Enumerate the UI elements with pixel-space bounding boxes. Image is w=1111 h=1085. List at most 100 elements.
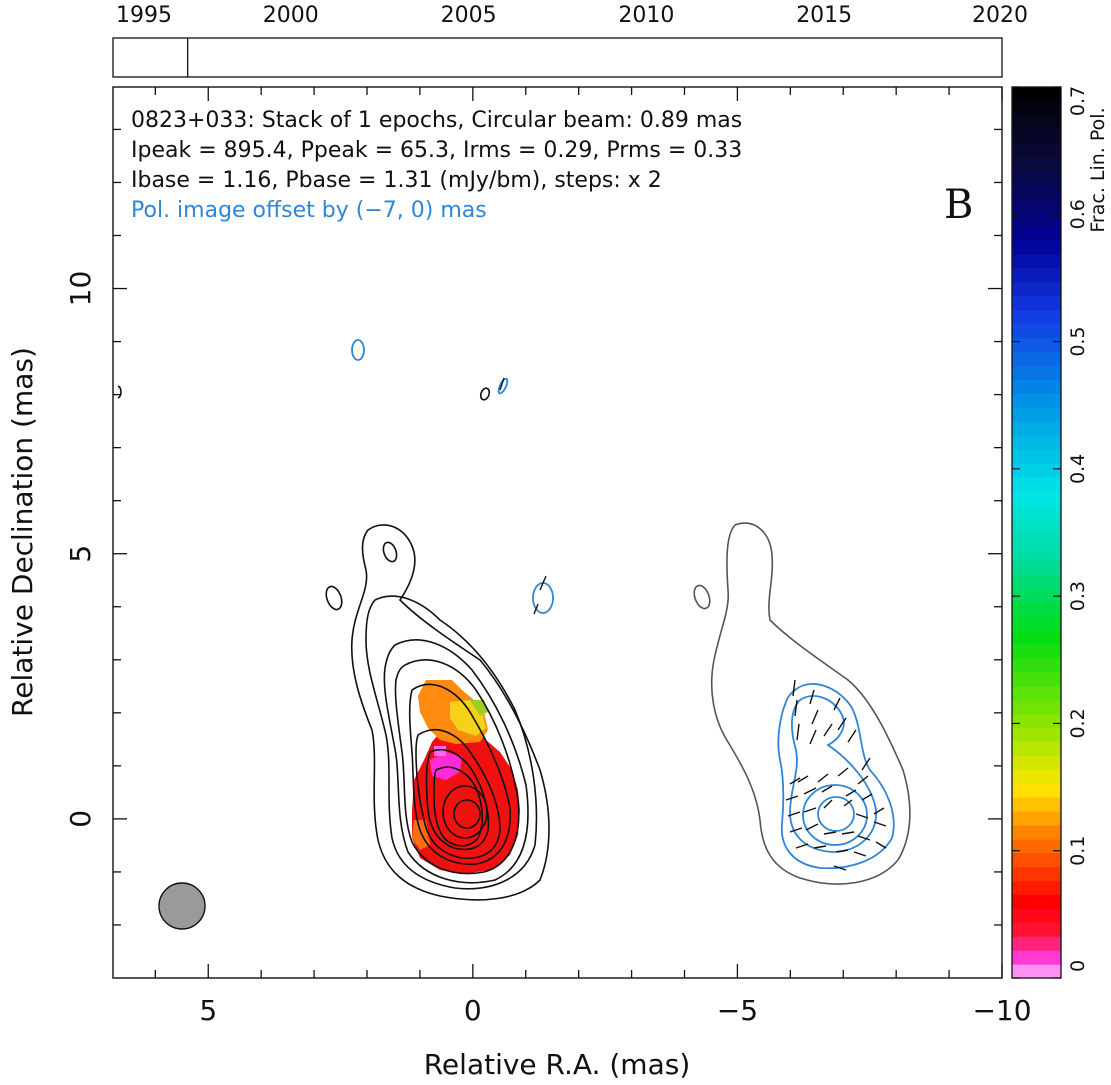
timeline-tick-label: 2015 [796,3,852,28]
colorbar-band [1012,490,1061,506]
grey-contour-island [693,584,711,610]
plot-area [117,339,911,930]
evpa-vector [873,807,885,815]
ti-contour-2 [365,595,538,890]
colorbar-band [1012,657,1061,673]
colorbar-band [1012,337,1061,353]
colorbar-band [1012,922,1061,937]
colorbar-band [1012,964,1061,979]
ti-contour-4 [394,659,520,875]
timeline-tick-label: 2010 [618,3,674,28]
colorbar-band [1012,295,1061,311]
evpa-vector [792,679,796,697]
colorbar-band [1012,755,1061,770]
y-tick-label: 5 [64,545,97,563]
ti-contour-8 [433,766,484,847]
evpa-vector [809,689,815,705]
colorbar-band [1012,866,1061,882]
x-tick-label: 5 [199,994,217,1027]
colorbar-band [1012,546,1061,561]
annotation-line-1: 0823+033: Stack of 1 epochs, Circular be… [131,108,742,133]
colorbar-band [1012,602,1061,617]
colorbar-band [1012,560,1061,575]
colorbar-band [1012,950,1061,965]
colorbar-band [1012,810,1061,826]
timeline-ticks: 1995 2000 2005 2010 2015 2020 [116,3,1028,28]
x-tick-label: −10 [972,994,1031,1027]
annotation-line-3: Ibase = 1.16, Pbase = 1.31 (mJy/bm), ste… [131,168,662,193]
colorbar-band [1012,128,1061,144]
evpa-vector [539,575,547,591]
offset-intensity-contour [693,522,911,885]
colorbar-title: Frac. Lin. Pol. [1087,107,1109,232]
pol-island-small [497,377,509,395]
colorbar-band [1012,629,1061,645]
evpa-vector [833,697,841,711]
pol-contour-4 [817,796,855,832]
ti-knot-north [382,541,398,563]
evpa-vector [857,835,871,841]
x-tick-label: 0 [464,994,482,1027]
evpa-vector [847,729,857,743]
x-tick-label: −5 [717,994,758,1027]
colorbar-band [1012,643,1061,659]
evpa-vector [853,851,867,857]
evpa-vector [803,787,817,795]
timeline-frame [112,37,1003,78]
ti-contour-1 [350,524,550,901]
evpa-vector [857,775,869,785]
evpa-vector [841,831,855,835]
evpa-vector [823,723,833,737]
evpa-vector [796,723,800,741]
colorbar-band [1012,142,1061,158]
grey-contour-main [710,522,911,885]
ti-contour-9 [442,785,488,839]
pol-contour-3 [802,784,868,846]
ti-contour-5 [408,683,511,865]
colorbar-ticks: 0 0.1 0.2 0.3 0.4 0.5 0.6 0.7 [1012,86,1089,979]
colorbar-band [1012,769,1061,784]
timeline-tick-label: 2020 [972,3,1028,28]
colorbar-band [1012,156,1061,172]
colorbar-band [1012,240,1061,255]
colorbar-band [1012,379,1061,394]
colorbar-band [1012,894,1061,909]
colorbar-band [1012,741,1061,756]
colorbar-tick-label: 0.7 [1067,86,1089,116]
evpa-vector [821,785,833,793]
evpa-vector [795,843,809,849]
timeline-tick-label: 1995 [116,3,172,28]
evpa-vector [873,821,887,827]
colorbar-tick-label: 0 [1067,960,1089,972]
evpa-vector [861,757,871,771]
colorbar-tick-label: 0.3 [1067,581,1089,611]
annotation-line-2: Ipeak = 895.4, Ppeak = 65.3, Irms = 0.29… [131,138,742,163]
colorbar: 0 0.1 0.2 0.3 0.4 0.5 0.6 0.7 Frac. Lin. Pol. [1011,86,1109,979]
ti-edge-fragment [117,385,122,399]
colorbar-band [1012,198,1061,213]
colorbar-tick-label: 0.4 [1067,454,1089,484]
colorbar-band [1012,588,1061,603]
ti-island-west [325,585,343,611]
evpa-vector [789,777,801,785]
beam-ellipse [158,882,206,930]
colorbar-tick-label: 0.2 [1067,708,1089,738]
frac-pol-green-patch [470,700,488,716]
colorbar-tick-label: 0.1 [1067,836,1089,866]
plot-frame [112,86,1003,979]
evpa-vector [787,811,801,817]
colorbar-band [1012,574,1061,589]
evpa-vector [845,789,857,797]
ti-island-north [479,387,491,401]
colorbar-band [1012,616,1061,631]
y-tick-label: 10 [64,271,97,307]
pol-island-north [351,339,365,361]
evpa-vector [823,831,837,835]
pol-contour-1 [777,683,895,870]
colorbar-band [1012,448,1061,464]
colorbar-band [1012,504,1061,520]
evpa-vector [837,767,849,777]
colorbar-band [1012,421,1061,436]
evpa-vector [499,377,505,391]
